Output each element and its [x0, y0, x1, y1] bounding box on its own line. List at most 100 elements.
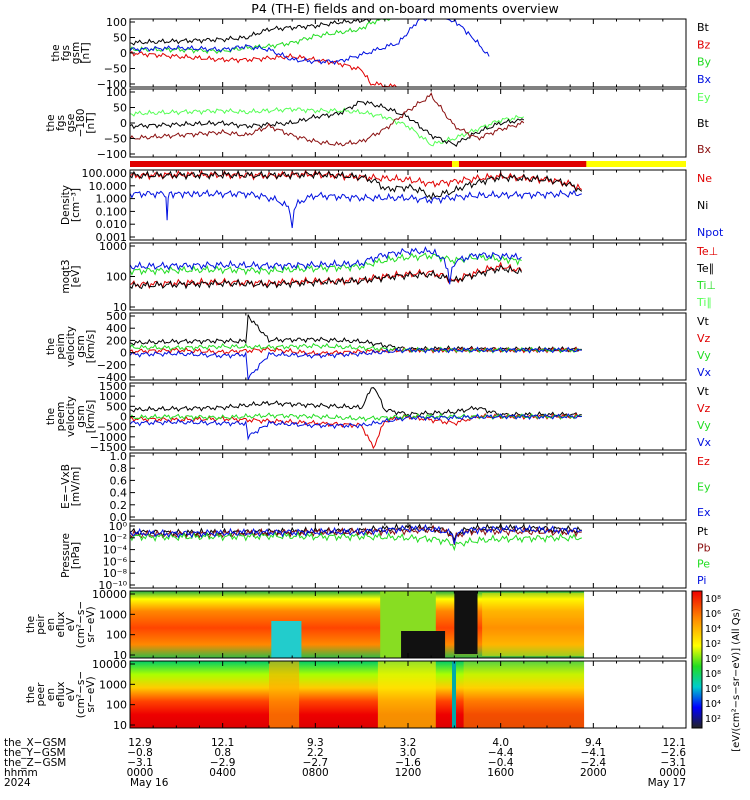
axis-row-value: −0.8 [127, 747, 153, 759]
y-tick-label: −200 [97, 359, 127, 372]
axis-row-value: 1200 [395, 767, 422, 779]
colorbar-tick-label: 10⁴ [705, 699, 721, 710]
series-Vx [129, 413, 582, 441]
y-tick-label: 10 [113, 649, 127, 662]
spectrogram-feature [452, 661, 457, 728]
series-By [129, 18, 406, 54]
axis-row-value: 1600 [487, 767, 514, 779]
colorbar-tick-label: 10⁶ [705, 609, 721, 620]
series-Npot [129, 189, 582, 229]
y-axis-label-line: gsm [75, 335, 87, 357]
y-axis-label-line: gsm [75, 405, 87, 427]
series-Bt [129, 100, 525, 148]
series-Vz [129, 412, 582, 450]
y-axis-label: Pressure[nPa] [60, 533, 82, 578]
y-tick-label: 500 [106, 400, 127, 413]
panel-peer-eflux: 10000 1000 100 10 thepeerenefluxeV(cm²−s−sr−… [25, 658, 687, 732]
bottom-axis: the_X−GSM 12.9 12.1 9.3 3.2 4.0 9.4 12.1 the_Y−G… [4, 737, 686, 789]
y-axis-label-line: peer [35, 682, 47, 707]
y-tick-label: 400 [106, 322, 127, 335]
year-label: 2024 [4, 777, 31, 789]
y-axis-label-line: [km/s] [85, 400, 97, 434]
legend-entry: Vx [697, 436, 712, 449]
y-tick-label: 10 [113, 719, 127, 732]
series-Ni [129, 169, 583, 201]
legend-entry: Ti∥ [696, 296, 712, 309]
axis-row-value: −2.4 [581, 757, 607, 769]
figure-title: P4 (TH-E) fields and on-board moments ov… [251, 1, 558, 16]
y-axis-label-line: moqt3 [60, 259, 72, 293]
y-tick-label: 100 [106, 271, 127, 284]
legend-entry: Bt [697, 117, 710, 130]
legend-entry: Ex [697, 506, 711, 519]
panel-peir-eflux: 10000 1000 100 10 thepeirenefluxeV(cm²−s−sr−… [25, 588, 687, 662]
y-axis-label-line: Pressure [60, 533, 72, 578]
y-tick-label: 0.2 [110, 499, 128, 512]
y-tick-label: 10000 [92, 588, 127, 601]
axis-row-value: 2000 [580, 767, 607, 779]
y-tick-label: 1.000 [96, 193, 128, 206]
axis-row-value: 12.1 [663, 737, 686, 749]
legend-entry: Bt [697, 21, 710, 34]
y-axis-label-line: peim [55, 333, 67, 359]
legend-entry: Vx [697, 366, 712, 379]
y-axis-label-line: E=−VxB [60, 464, 72, 509]
date-label: May 17 [648, 777, 686, 789]
legend-entry: Ni [697, 199, 708, 212]
y-axis-label-line: fgs [60, 45, 72, 61]
axis-row-value: 0000 [659, 767, 686, 779]
legend-entry: Pb [697, 541, 711, 554]
y-tick-label: 1000 [99, 240, 127, 253]
axis-row-value: 3.0 [400, 747, 417, 759]
spectrogram-feature [377, 661, 436, 728]
axis-row-value: −0.4 [488, 757, 514, 769]
legend-entry: Vy [697, 349, 711, 362]
y-axis-label-line: sr−eV) [85, 676, 97, 712]
y-tick-label: 0 [120, 347, 127, 360]
series-Ti∥ [129, 246, 522, 285]
y-tick-label: −1500 [90, 441, 127, 454]
series-Vt [129, 314, 582, 353]
legend-entry: Ne [697, 172, 712, 185]
legend-entry: Te⊥ [696, 245, 718, 258]
y-tick-label: 200 [106, 334, 127, 347]
legend-entry: Ey [697, 91, 711, 104]
y-axis-label-line: the [50, 44, 62, 61]
legend-entry: Pe [697, 558, 710, 571]
y-axis-label: E=−VxB[mV/m] [60, 464, 82, 509]
series-Pb [129, 524, 582, 546]
series-Vx [129, 346, 582, 381]
mode-bar-yellow [586, 161, 686, 167]
axis-row-value: −1.6 [395, 757, 421, 769]
y-axis-label-line: eflux [55, 612, 67, 638]
y-tick-label: 100.000 [82, 167, 128, 180]
legend-entry: Pt [697, 525, 709, 538]
panel-efield: 1.00.80.60.40.20.0 E=−VxB[mV/m] Ez Ey Ex [60, 450, 711, 524]
y-axis-label: Density[cm⁻³] [60, 185, 82, 225]
legend-entry: Vt [697, 315, 710, 328]
y-tick-label: 0.4 [110, 487, 128, 500]
y-tick-label: 50 [113, 32, 127, 45]
y-axis-label-line: [nT] [85, 112, 97, 133]
y-axis-label-line: peem [55, 402, 67, 432]
series-Bt [129, 18, 406, 46]
y-axis-label-line: (cm²−s− [75, 601, 87, 648]
y-tick-label: 10000 [92, 658, 127, 671]
series-Bx [129, 92, 525, 147]
y-tick-label: 10⁻² [103, 532, 127, 545]
axis-row-value: −3.1 [127, 757, 153, 769]
panel-temperature: 1000 100 10 moqt3[eV] Te⊥ Te∥ Ti⊥ Ti∥ [60, 240, 718, 314]
y-axis-label-line: the [45, 338, 57, 355]
y-axis-label-line: eV [65, 617, 77, 631]
y-tick-label: 100 [106, 629, 127, 642]
legend-entry: By [697, 56, 712, 69]
series-Bz [129, 51, 406, 88]
y-tick-label: 10⁻¹⁰ [98, 579, 127, 592]
y-tick-label: 0.0 [110, 511, 128, 524]
